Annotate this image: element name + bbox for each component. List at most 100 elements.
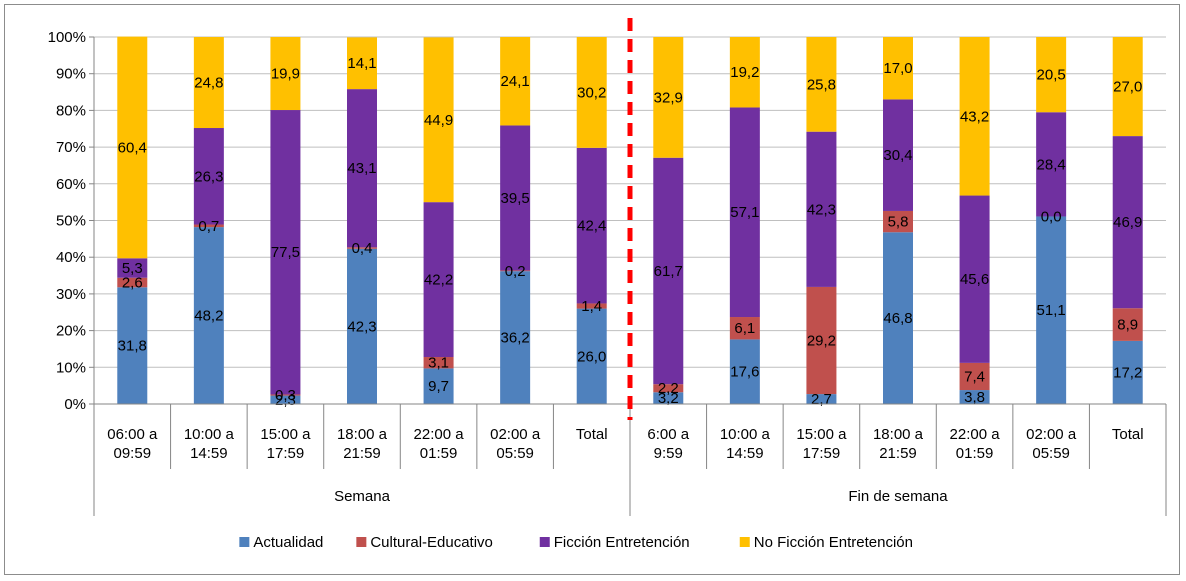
data-label: 28,4 xyxy=(1037,156,1066,173)
legend-label: Ficción Entretención xyxy=(554,534,690,551)
category-label: Total xyxy=(1112,426,1144,443)
bar-segment xyxy=(653,384,684,393)
bar-segment xyxy=(883,37,913,100)
bar-segment xyxy=(729,339,760,404)
bar-segment xyxy=(806,394,837,404)
category-label: Total xyxy=(576,426,608,443)
data-label: 42,3 xyxy=(807,201,836,218)
legend-label: No Ficción Entretención xyxy=(754,534,913,551)
y-tick-label: 10% xyxy=(56,359,86,376)
data-label: 20,5 xyxy=(1037,67,1066,84)
bar-segment xyxy=(423,357,454,369)
bar-segment xyxy=(500,125,531,271)
bar-segment xyxy=(1112,308,1143,341)
group-label: Semana xyxy=(334,488,391,505)
category-label: 18:00 a 21:59 xyxy=(337,426,388,462)
bar-segment xyxy=(806,37,837,132)
category-label: 02:00 a 05:59 xyxy=(490,426,541,462)
category-label: 10:00 a 14:59 xyxy=(184,426,235,462)
y-tick-label: 90% xyxy=(56,66,86,83)
bar-segment xyxy=(1112,37,1143,137)
bar-segment xyxy=(1036,112,1067,217)
data-label: 24,8 xyxy=(194,75,223,92)
data-label: 24,1 xyxy=(501,73,530,90)
legend-swatch xyxy=(239,537,250,547)
bar-segment xyxy=(806,286,837,395)
data-label: 43,2 xyxy=(960,108,989,125)
category-label: 10:00 a 14:59 xyxy=(720,426,771,462)
category-label: 18:00 a 21:59 xyxy=(873,426,924,462)
data-label: 3,2 xyxy=(658,390,679,407)
bar-segment xyxy=(117,277,148,288)
data-label: 43,1 xyxy=(347,160,376,177)
category-label: 22:00 a 01:59 xyxy=(950,426,1001,462)
data-label: 44,9 xyxy=(424,112,453,129)
y-tick-label: 50% xyxy=(56,213,86,230)
data-label: 26,0 xyxy=(577,348,606,365)
bar-segment xyxy=(959,390,990,404)
bar-segment xyxy=(883,99,913,211)
bar-segment xyxy=(1036,37,1067,113)
bar-segment xyxy=(576,303,607,309)
bar-segment xyxy=(500,37,531,126)
bar-segment xyxy=(193,227,224,404)
data-label: 42,2 xyxy=(424,272,453,289)
data-label: 19,9 xyxy=(271,66,300,83)
data-label: 2,7 xyxy=(811,391,832,408)
data-label: 36,2 xyxy=(501,330,530,347)
y-tick-label: 0% xyxy=(64,396,86,413)
data-label: 42,3 xyxy=(347,318,376,335)
data-label: 51,1 xyxy=(1037,302,1066,319)
bar-segment xyxy=(347,248,377,404)
bar-segment xyxy=(729,317,760,340)
data-label: 0,0 xyxy=(1041,208,1062,225)
data-label: 31,8 xyxy=(118,338,147,355)
bar-segment xyxy=(729,37,760,108)
bar-segment xyxy=(883,210,913,233)
category-label: 06:00 a 09:59 xyxy=(107,426,158,462)
data-label: 25,8 xyxy=(807,76,836,93)
y-tick-label: 80% xyxy=(56,102,86,119)
legend-swatch xyxy=(739,537,750,547)
data-label: 29,2 xyxy=(807,333,836,350)
bar-segment xyxy=(959,362,990,391)
data-label: 30,4 xyxy=(883,147,912,164)
bar-segment xyxy=(500,271,531,404)
bar-segment xyxy=(270,37,301,111)
bar-segment xyxy=(653,392,684,404)
data-label: 61,7 xyxy=(654,263,683,280)
data-label: 9,7 xyxy=(428,378,449,395)
bar-segment xyxy=(347,37,377,90)
y-tick-label: 30% xyxy=(56,286,86,303)
bar-segment xyxy=(576,308,607,404)
bar-segment xyxy=(653,37,684,158)
data-label: 27,0 xyxy=(1113,79,1142,96)
legend-swatch xyxy=(539,537,550,547)
data-label: 2,6 xyxy=(122,275,143,292)
y-tick-label: 100% xyxy=(48,29,86,46)
data-label: 39,5 xyxy=(501,190,530,207)
legend-swatch xyxy=(356,537,367,547)
data-label: 17,6 xyxy=(730,364,759,381)
bar-segment xyxy=(959,37,990,196)
data-label: 48,2 xyxy=(194,308,223,325)
data-label: 14,1 xyxy=(347,55,376,72)
legend-label: Cultural-Educativo xyxy=(370,534,493,551)
y-tick-label: 70% xyxy=(56,139,86,156)
bar-segment xyxy=(347,89,377,248)
data-label: 0,4 xyxy=(352,240,373,257)
data-label: 2,2 xyxy=(658,380,679,397)
category-label: 02:00 a 05:59 xyxy=(1026,426,1077,462)
data-label: 0,7 xyxy=(198,218,219,235)
category-label: 22:00 a 01:59 xyxy=(414,426,465,462)
bar-segment xyxy=(1112,136,1143,309)
bar-segment xyxy=(347,247,377,249)
bar-segment xyxy=(806,131,837,287)
category-label: 15:00 a 17:59 xyxy=(260,426,311,462)
bar-segment xyxy=(193,224,224,228)
bar-segment xyxy=(193,128,224,225)
bar-segment xyxy=(1036,216,1067,404)
bar-segment xyxy=(117,287,148,404)
data-label: 1,4 xyxy=(581,298,602,315)
